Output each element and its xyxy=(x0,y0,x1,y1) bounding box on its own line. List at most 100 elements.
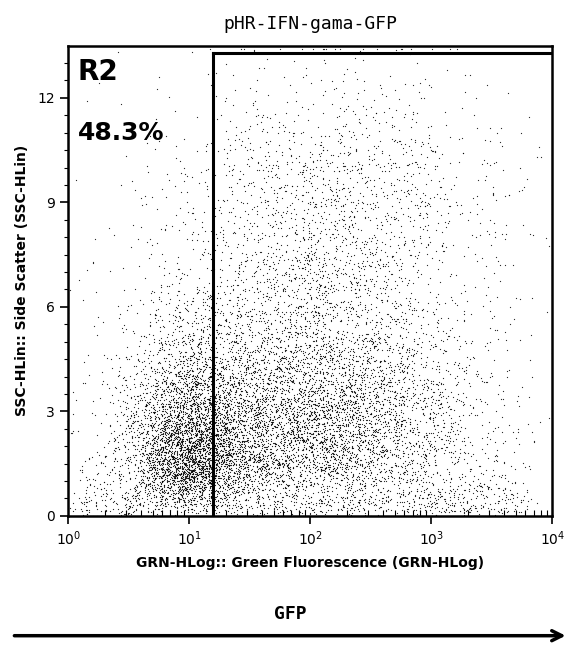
Point xyxy=(242,389,252,400)
Point xyxy=(427,330,436,340)
Point xyxy=(172,359,182,370)
Point xyxy=(420,449,429,460)
Point xyxy=(520,462,530,473)
Point xyxy=(223,134,232,144)
Point xyxy=(300,426,309,437)
Point xyxy=(330,452,339,463)
Point xyxy=(177,463,186,473)
Point xyxy=(349,211,358,221)
Point xyxy=(396,185,405,195)
Point xyxy=(200,449,209,460)
Point xyxy=(144,465,154,475)
Point xyxy=(205,300,214,311)
Point xyxy=(191,399,200,410)
Point xyxy=(252,403,261,413)
Point xyxy=(205,471,214,481)
Point xyxy=(310,217,320,228)
Point xyxy=(366,498,375,508)
Point xyxy=(196,469,205,480)
Point xyxy=(264,261,274,271)
Point xyxy=(311,460,320,470)
Point xyxy=(110,453,119,463)
Point xyxy=(183,480,192,490)
Point xyxy=(235,323,245,333)
Point xyxy=(410,137,419,148)
Point xyxy=(288,354,298,364)
Point xyxy=(241,284,250,294)
Point xyxy=(214,391,223,401)
Point xyxy=(362,177,371,188)
Point xyxy=(233,428,242,439)
Point xyxy=(180,497,190,508)
Point xyxy=(162,444,172,454)
Point xyxy=(217,247,226,257)
Point xyxy=(246,369,256,379)
Point xyxy=(347,218,357,229)
Point xyxy=(218,458,227,469)
Point xyxy=(173,472,182,482)
Point xyxy=(217,445,226,455)
Point xyxy=(481,465,491,475)
Point xyxy=(301,368,310,378)
Point xyxy=(320,434,329,445)
Point xyxy=(373,438,382,448)
Point xyxy=(246,369,255,379)
Point xyxy=(221,407,230,417)
Point xyxy=(262,424,271,435)
Point xyxy=(371,425,380,436)
Point xyxy=(332,299,341,309)
Point xyxy=(150,144,160,154)
Point xyxy=(182,491,191,502)
Point xyxy=(495,471,504,481)
Point xyxy=(318,399,327,410)
Point xyxy=(151,500,161,511)
Point xyxy=(287,164,296,174)
Point xyxy=(140,488,149,498)
Point xyxy=(345,453,354,463)
Point xyxy=(188,421,197,431)
Point xyxy=(428,468,437,478)
Point xyxy=(391,391,400,402)
Point xyxy=(345,226,354,237)
Point xyxy=(331,241,340,252)
Point xyxy=(308,432,317,442)
Point xyxy=(273,421,282,432)
Point xyxy=(201,421,210,431)
Point xyxy=(208,453,218,463)
Point xyxy=(221,395,230,405)
Point xyxy=(460,70,469,81)
Point xyxy=(405,482,414,492)
Point xyxy=(491,232,500,242)
Point xyxy=(361,317,371,328)
Point xyxy=(242,362,251,372)
Point xyxy=(81,505,90,515)
Point xyxy=(170,454,179,465)
Point xyxy=(328,441,337,451)
Point xyxy=(176,356,186,366)
Point xyxy=(203,447,212,458)
Point xyxy=(98,376,107,386)
Point xyxy=(222,459,231,469)
Point xyxy=(353,444,362,454)
Point xyxy=(187,453,197,463)
Point xyxy=(339,215,349,226)
Point xyxy=(291,485,300,495)
Point xyxy=(401,467,410,478)
Point xyxy=(206,454,216,465)
Point xyxy=(431,460,440,470)
Point xyxy=(237,415,246,426)
Point xyxy=(188,483,197,493)
Point xyxy=(201,146,211,156)
Point xyxy=(351,396,360,407)
Point xyxy=(209,493,219,503)
Point xyxy=(204,434,213,445)
Point xyxy=(355,415,364,425)
Point xyxy=(275,370,284,381)
Point xyxy=(178,456,187,467)
Point xyxy=(371,406,380,416)
Point xyxy=(200,469,209,479)
Point xyxy=(154,444,163,454)
Point xyxy=(297,450,306,461)
Point xyxy=(208,385,217,396)
Point xyxy=(256,160,265,170)
